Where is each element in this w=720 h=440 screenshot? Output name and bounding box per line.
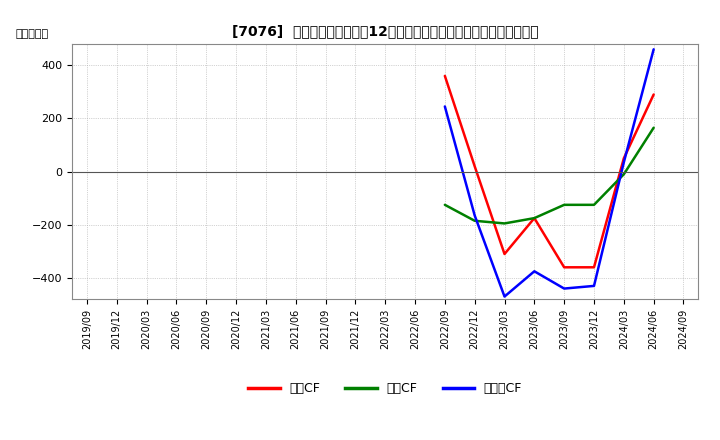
Title: [7076]  キャッシュフローの12か月移動合計の対前年同期増減額の推移: [7076] キャッシュフローの12か月移動合計の対前年同期増減額の推移 xyxy=(232,25,539,39)
Text: （百万円）: （百万円） xyxy=(16,29,49,39)
Legend: 営業CF, 投資CF, フリーCF: 営業CF, 投資CF, フリーCF xyxy=(243,377,527,400)
